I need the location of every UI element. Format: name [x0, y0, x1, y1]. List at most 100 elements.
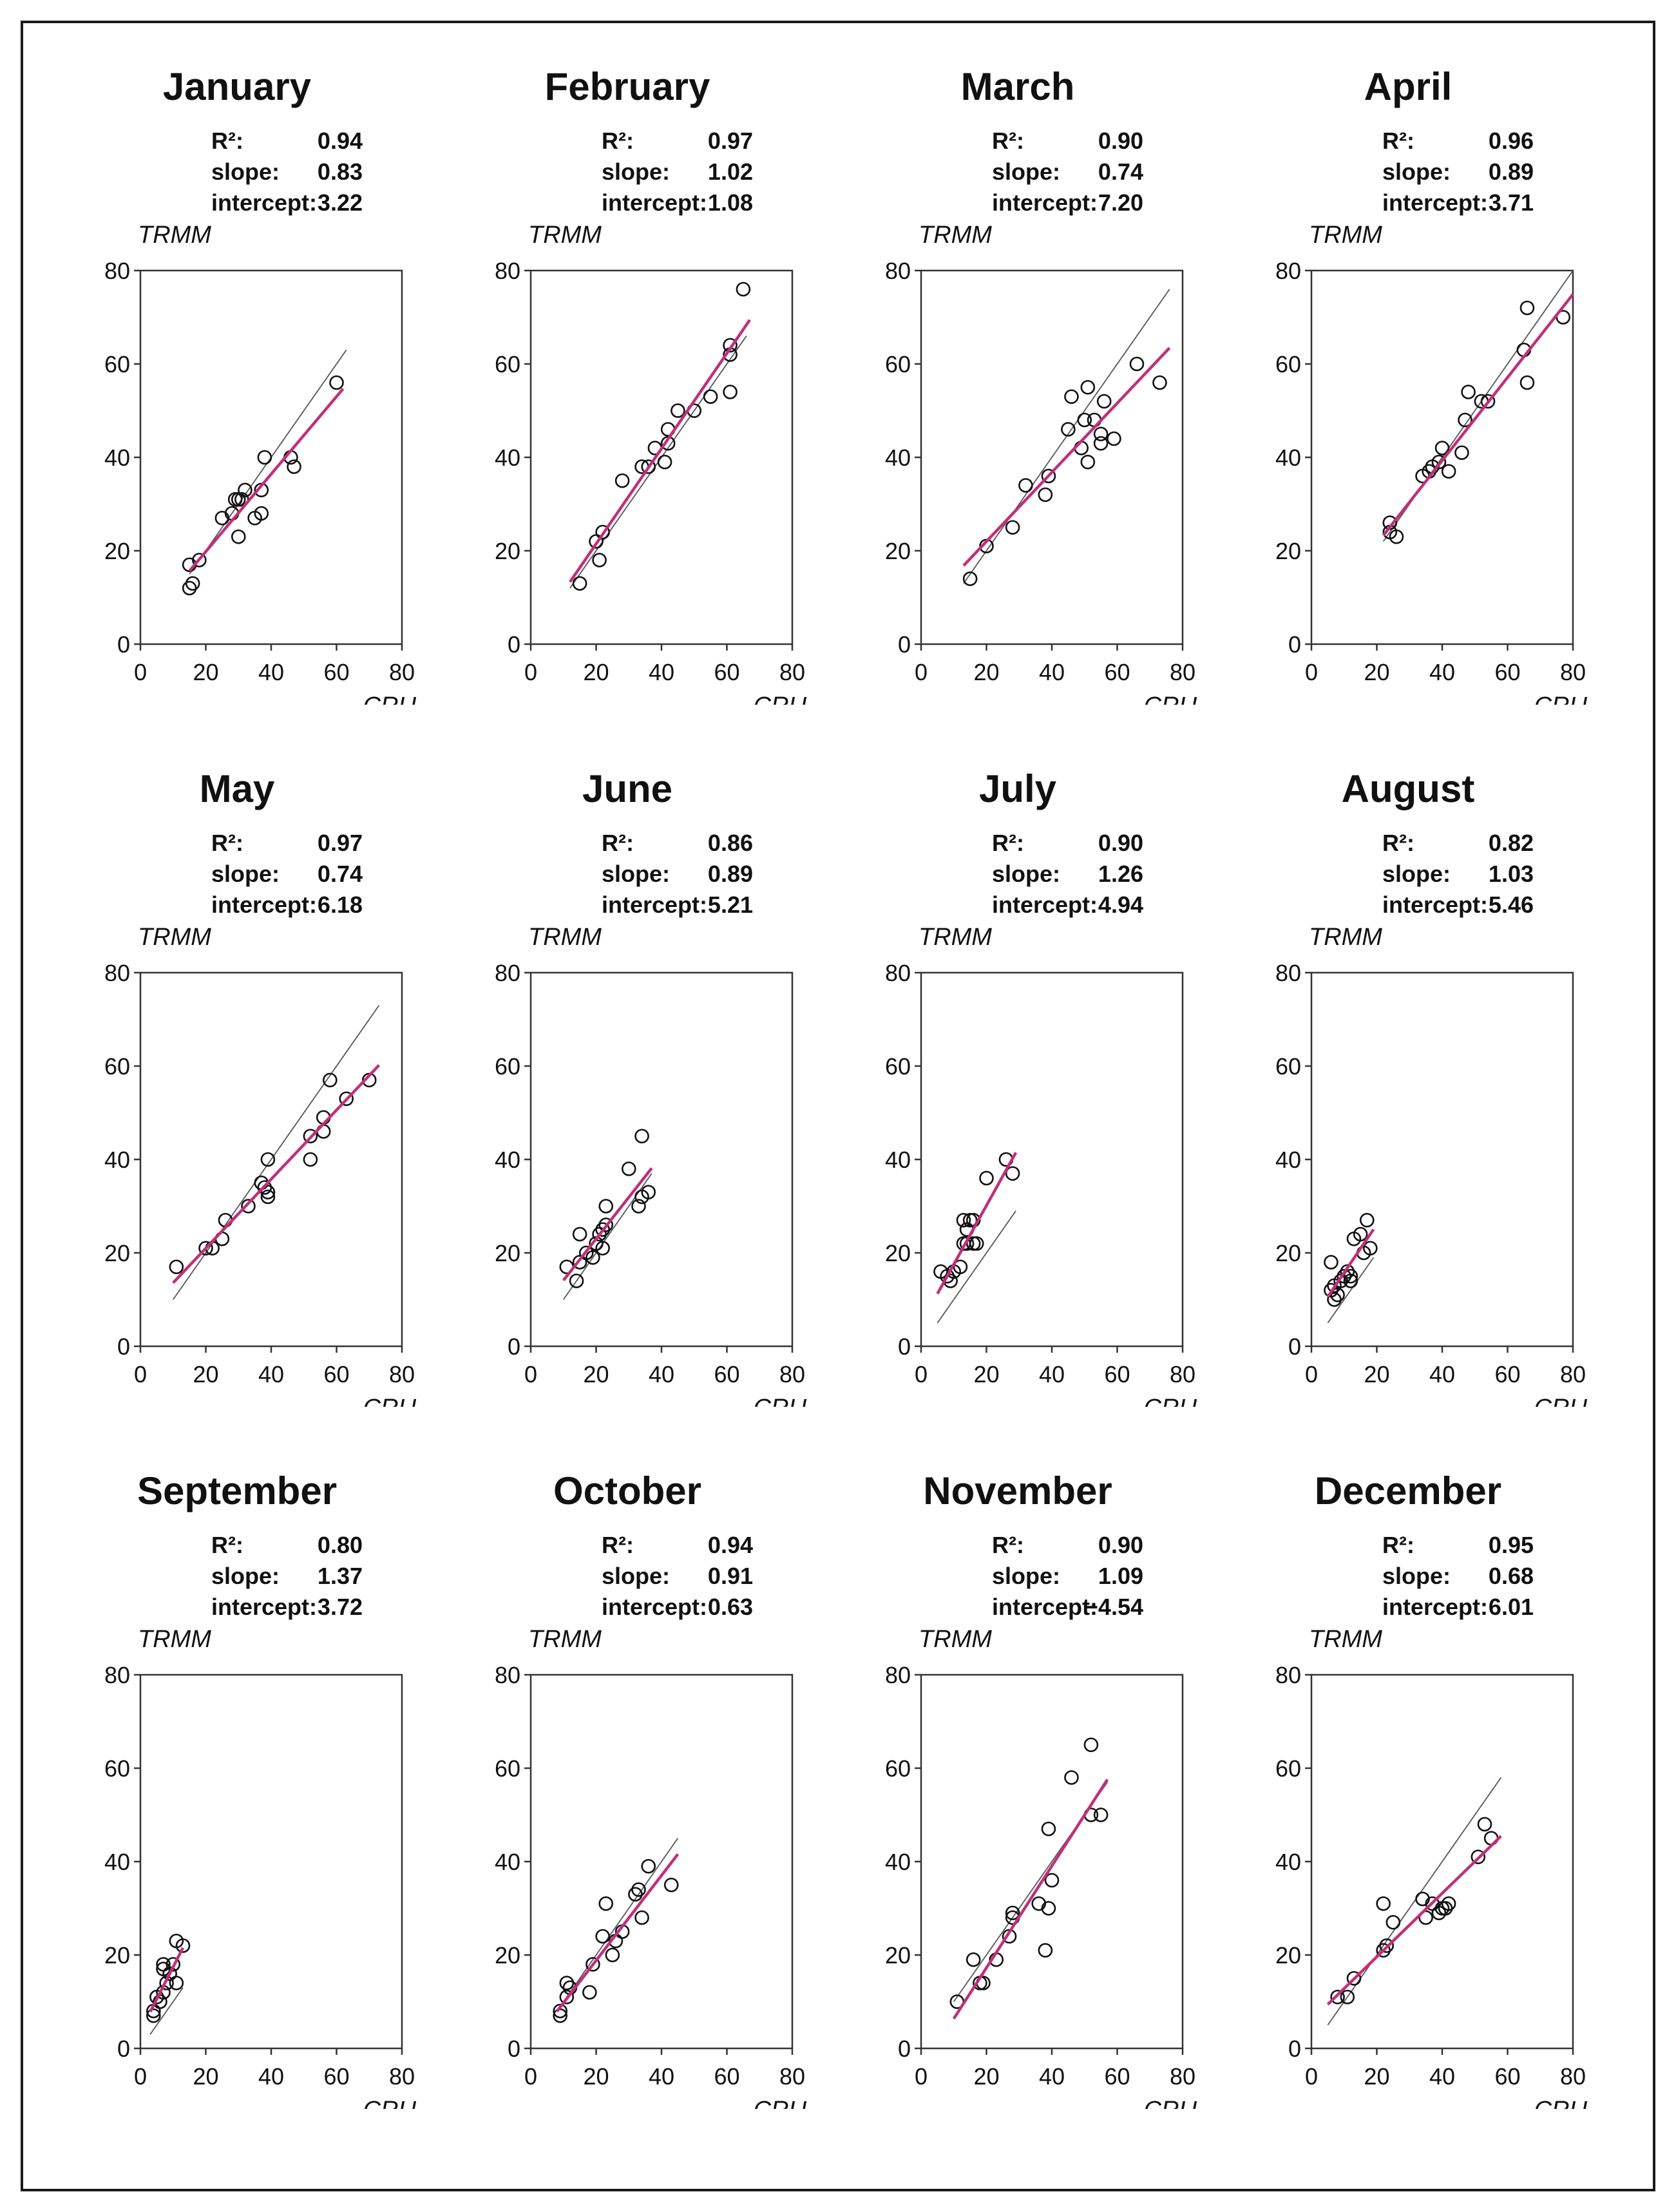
x-tick-label: 60 — [323, 659, 349, 685]
x-axis-title: CRU — [754, 2097, 807, 2109]
data-point — [634, 1910, 649, 1925]
y-axis-title: TRMM — [138, 924, 211, 951]
data-point — [595, 1241, 610, 1256]
y-tick-label: 0 — [508, 2036, 520, 2062]
data-point — [1471, 1849, 1486, 1865]
stat-label-slope: slope: — [992, 158, 1061, 185]
data-point — [582, 1985, 597, 2000]
stat-label-r2: R²: — [211, 128, 243, 154]
data-point — [598, 1199, 614, 1214]
x-tick-label: 0 — [134, 659, 147, 685]
y-tick-label: 40 — [1275, 1147, 1301, 1173]
x-tick-label: 60 — [1494, 2063, 1520, 2090]
x-tick-label: 20 — [583, 1361, 609, 1387]
regression-stats: R²: 0.96 slope: 0.89 intercept: 3.71 — [1234, 128, 1582, 220]
x-tick-label: 60 — [714, 659, 739, 685]
data-point — [198, 1241, 213, 1256]
data-point — [572, 1226, 587, 1242]
stat-label-r2: R²: — [211, 830, 243, 856]
x-tick-label: 80 — [389, 2063, 415, 2090]
data-point — [1083, 1737, 1099, 1753]
stat-row-slope: slope: 1.37 — [63, 1563, 411, 1594]
stat-value-slope: 0.83 — [317, 158, 363, 185]
stat-value-slope: 1.26 — [1098, 861, 1143, 887]
x-tick-label: 20 — [193, 2063, 218, 2090]
x-tick-label: 0 — [524, 659, 537, 685]
y-tick-label: 60 — [104, 1755, 130, 1782]
stat-value-intercept: 0.63 — [707, 1594, 753, 1620]
y-tick-label: 20 — [1275, 1942, 1301, 1969]
y-tick-label: 80 — [1275, 960, 1301, 986]
x-tick-label: 80 — [1170, 1361, 1195, 1387]
x-axis-title: CRU — [1144, 1395, 1197, 1407]
x-axis-title: CRU — [1534, 2097, 1588, 2109]
chart-panel-april: April R²: 0.96 slope: 0.89 intercept: 3.71 TRMM… — [1234, 0, 1628, 705]
y-tick-label: 40 — [495, 1147, 520, 1173]
data-point — [631, 1882, 646, 1897]
data-point — [966, 1952, 981, 1967]
y-tick-label: 60 — [885, 1755, 911, 1782]
data-point — [1044, 1873, 1060, 1888]
regression-stats: R²: 0.94 slope: 0.83 intercept: 3.22 — [63, 128, 411, 220]
data-point — [1389, 529, 1404, 544]
regression-stats: R²: 0.86 slope: 0.89 intercept: 5.21 — [453, 830, 801, 922]
y-tick-label: 40 — [104, 1849, 130, 1875]
data-point — [1330, 1287, 1345, 1302]
data-point — [553, 2003, 567, 2019]
x-axis-title: CRU — [1144, 2097, 1197, 2109]
data-point — [598, 1217, 614, 1232]
regression-fit-line — [569, 319, 751, 583]
stat-value-slope: 0.68 — [1488, 1563, 1534, 1589]
stat-label-r2: R²: — [992, 1532, 1024, 1558]
y-tick-label: 60 — [104, 351, 130, 377]
stat-row-intercept: intercept: 3.22 — [63, 189, 411, 220]
data-point — [595, 1929, 610, 1944]
x-tick-label: 80 — [389, 659, 415, 685]
y-tick-label: 20 — [885, 1942, 911, 1969]
x-tick-label: 40 — [649, 1361, 674, 1387]
data-point — [959, 1236, 975, 1251]
stat-label-intercept: intercept: — [211, 891, 318, 918]
chart-title: October — [553, 1469, 702, 1512]
stat-row-slope: slope: 1.03 — [1234, 861, 1582, 891]
x-axis-title: CRU — [363, 692, 417, 705]
stat-row-intercept: intercept: 3.72 — [63, 1594, 411, 1625]
y-axis-title: TRMM — [528, 222, 602, 249]
data-point — [1340, 1989, 1355, 2005]
data-point — [969, 1236, 984, 1251]
chart-title: January — [162, 65, 312, 108]
data-point — [979, 1170, 994, 1186]
stat-row-intercept: intercept: 6.18 — [63, 891, 411, 922]
data-point — [1093, 435, 1109, 451]
data-point — [703, 389, 718, 405]
stat-value-r2: 0.97 — [317, 830, 363, 856]
y-tick-label: 20 — [885, 538, 911, 564]
y-tick-label: 80 — [104, 258, 130, 284]
stat-label-slope: slope: — [1382, 1563, 1451, 1589]
x-tick-label: 60 — [1104, 659, 1130, 685]
data-point — [1519, 300, 1535, 316]
y-tick-label: 20 — [104, 1942, 130, 1969]
scatter-plot: 0 20 40 60 80 0 20 40 60 80 CRU — [885, 1662, 1197, 2109]
data-point — [657, 454, 672, 470]
y-axis-title: TRMM — [1309, 222, 1382, 249]
y-tick-label: 60 — [104, 1053, 130, 1080]
y-tick-label: 60 — [885, 1053, 911, 1080]
stat-row-r2: R²: 0.90 — [844, 128, 1192, 158]
data-point — [595, 524, 610, 540]
x-tick-label: 0 — [1305, 2063, 1318, 2090]
stat-row-r2: R²: 0.95 — [1234, 1532, 1582, 1563]
x-tick-label: 40 — [1429, 659, 1455, 685]
x-tick-label: 80 — [779, 1361, 805, 1387]
stat-label-r2: R²: — [1382, 128, 1414, 154]
chart-title: February — [544, 65, 710, 108]
scatter-plot: 0 20 40 60 80 0 20 40 60 80 CRU — [1275, 258, 1588, 705]
x-tick-label: 40 — [649, 2063, 674, 2090]
data-point — [1041, 1821, 1056, 1836]
data-point — [1434, 441, 1450, 455]
chart-title: December — [1314, 1469, 1502, 1512]
stat-label-slope: slope: — [602, 158, 671, 185]
stat-label-intercept: intercept: — [211, 1594, 318, 1620]
data-point — [598, 1896, 614, 1911]
stat-row-r2: R²: 0.97 — [453, 128, 801, 158]
